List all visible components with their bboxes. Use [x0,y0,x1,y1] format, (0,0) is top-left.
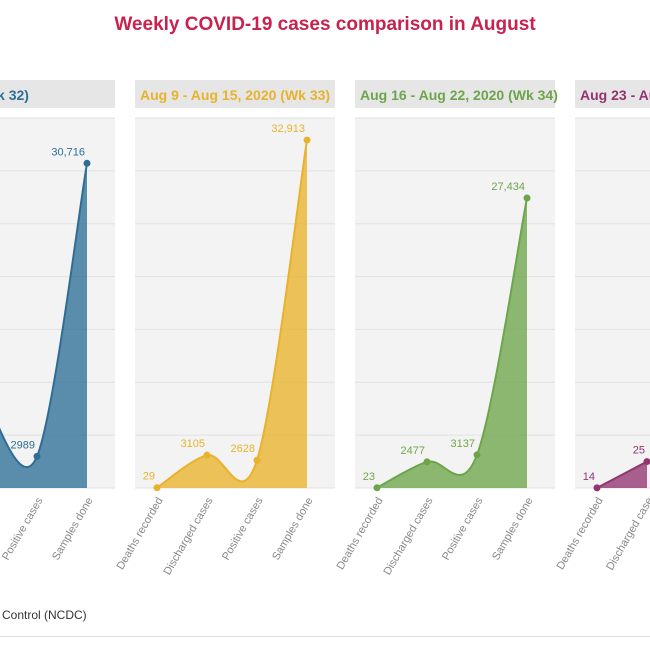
series-area [377,197,527,488]
data-point [303,136,311,144]
panel-header-band [0,80,115,108]
data-point [33,452,41,460]
data-label: 3105 [181,438,205,450]
data-point [593,484,601,492]
data-label: 3137 [451,438,475,450]
panel-header-text: Aug 16 - Aug 22, 2020 (Wk 34) [360,87,558,103]
data-point [643,458,650,466]
series-line [0,163,88,468]
series-area [157,140,307,489]
data-point [203,451,211,459]
data-label: 2989 [11,439,35,451]
category-label: Positive cases [0,495,46,562]
category-label: Deaths recorded [115,496,166,572]
panel-header-text: Aug 23 - Au [580,87,650,103]
category-label: Samples done [270,496,316,563]
category-label: Discharged case [604,496,650,573]
series-line [376,197,528,489]
data-label: 25 [633,445,645,457]
panel-background [575,118,650,488]
panel-header-band [575,80,650,108]
data-label: 29 [143,471,155,483]
data-label: 27,434 [491,181,525,193]
panel-header-band [135,80,335,108]
chart-title: Weekly COVID-19 cases comparison in Augu… [114,14,536,35]
data-point [523,194,531,202]
category-label: Deaths recorded [555,496,606,572]
category-label: Discharged cases [161,495,215,577]
panel-header-band [355,80,555,108]
series-line [156,139,308,489]
data-point [253,456,261,464]
data-point [473,451,481,459]
data-label: 32,913 [271,123,305,135]
data-point [83,159,91,167]
source-credit: Control (NCDC) [2,608,87,622]
category-label: Samples done [50,496,96,563]
data-label: 2628 [231,443,255,455]
data-label: 14 [583,471,595,483]
data-point [373,484,381,492]
category-label: Positive cases [440,495,486,562]
series-area [0,163,87,488]
category-label: Deaths recorded [335,496,386,572]
panel-header-text: g 8 2020 (Wk 32) [0,87,29,103]
data-point [423,458,431,466]
panel-header-text: Aug 9 - Aug 15, 2020 (Wk 33) [140,87,330,103]
category-label: Samples done [490,496,536,563]
data-label: 23 [363,471,375,483]
category-label: Positive cases [220,495,266,562]
data-point [153,484,161,492]
category-label: Discharged cases [381,495,435,577]
data-label: 2477 [401,445,425,457]
footer-divider [0,636,650,637]
data-label: 30,716 [51,146,85,158]
